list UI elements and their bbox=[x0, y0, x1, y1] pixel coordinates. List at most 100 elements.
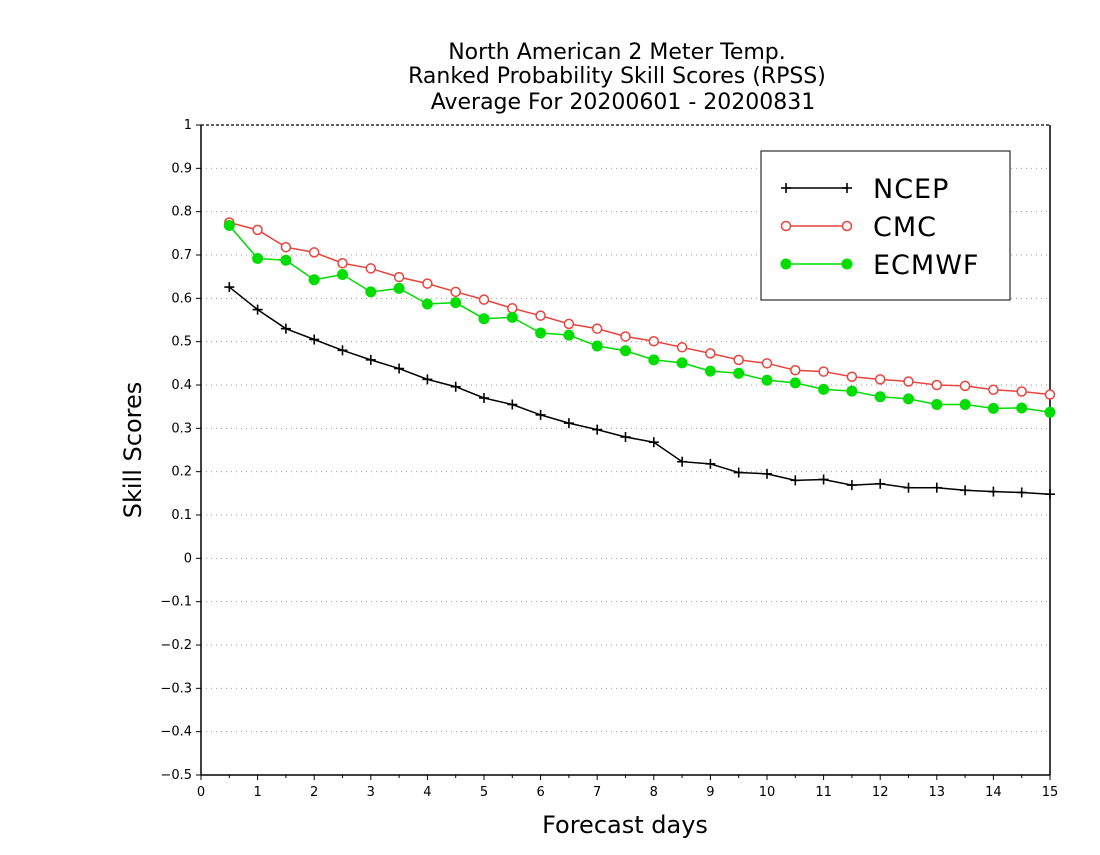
data-point-ncep bbox=[450, 381, 461, 392]
data-point-ecmwf bbox=[591, 340, 603, 352]
data-point-ncep bbox=[960, 485, 971, 496]
data-point-cmc bbox=[988, 384, 999, 396]
data-point-ecmwf bbox=[818, 383, 830, 395]
data-point-ecmwf bbox=[421, 298, 433, 310]
series-line-ncep bbox=[228, 286, 1051, 495]
data-point-ncep bbox=[507, 399, 518, 410]
y-tick-label: 0.8 bbox=[171, 205, 192, 220]
legend-marker bbox=[841, 258, 853, 270]
x-tick-label: 0 bbox=[197, 785, 205, 800]
data-point-cmc bbox=[1044, 389, 1056, 400]
title-line-2: Ranked Probability Skill Scores (RPSS) bbox=[408, 64, 826, 89]
x-tick-label: 11 bbox=[815, 785, 832, 800]
title-line-3: Average For 20200601 - 20200831 bbox=[431, 90, 816, 115]
legend: NCEP CMC ECMWF bbox=[760, 150, 1011, 301]
data-point-ecmwf bbox=[252, 252, 264, 264]
data-point-ecmwf bbox=[563, 329, 575, 341]
data-point-ecmwf bbox=[846, 385, 858, 397]
legend-entry-cmc: CMC bbox=[780, 212, 937, 243]
data-point-ncep bbox=[620, 432, 631, 442]
legend-marker bbox=[780, 258, 792, 270]
x-tick-label: 10 bbox=[759, 785, 776, 800]
data-point-ecmwf bbox=[648, 354, 660, 366]
legend-marker bbox=[842, 183, 852, 193]
y-tick-label: 0.6 bbox=[171, 291, 192, 306]
data-series bbox=[223, 217, 1056, 500]
data-point-ncep bbox=[846, 480, 857, 491]
legend-label: ECMWF bbox=[873, 250, 979, 281]
axes bbox=[196, 124, 1051, 780]
data-point-cmc bbox=[365, 263, 377, 274]
data-point-ncep bbox=[931, 482, 942, 493]
data-point-cmc bbox=[620, 331, 631, 342]
data-point-ecmwf bbox=[931, 399, 943, 410]
data-point-cmc bbox=[874, 374, 886, 385]
data-point-cmc bbox=[733, 354, 744, 366]
x-tick-label: 14 bbox=[985, 785, 1002, 800]
x-tick-label: 4 bbox=[423, 785, 431, 800]
legend-marker bbox=[780, 220, 792, 232]
legend-marker bbox=[841, 220, 853, 232]
data-point-cmc bbox=[676, 342, 688, 353]
data-point-ecmwf bbox=[506, 311, 518, 323]
data-point-cmc bbox=[761, 358, 773, 369]
data-point-ncep bbox=[903, 482, 914, 493]
data-point-cmc bbox=[308, 247, 320, 258]
data-point-ecmwf bbox=[280, 254, 292, 266]
data-point-ncep bbox=[705, 458, 716, 469]
y-tick-label: −0.4 bbox=[160, 725, 192, 740]
data-point-ecmwf bbox=[535, 327, 547, 339]
data-point-ncep bbox=[1045, 489, 1055, 500]
data-point-ncep bbox=[790, 475, 801, 486]
data-point-ecmwf bbox=[733, 367, 745, 379]
legend-entry-ncep: NCEP bbox=[781, 174, 949, 205]
tick-labels: −0.5 −0.4 −0.3 −0.2 −0.1 0 0.1 0.2 0.3 0.4 0.5 0.6 0… bbox=[160, 118, 1058, 800]
y-tick-label: 0 bbox=[184, 551, 192, 566]
data-point-ecmwf bbox=[874, 391, 886, 403]
data-point-cmc bbox=[705, 348, 716, 359]
y-tick-label: 0.3 bbox=[171, 421, 192, 436]
legend-label: CMC bbox=[873, 212, 937, 243]
series-ncep bbox=[224, 282, 1055, 500]
data-point-cmc bbox=[563, 318, 575, 330]
x-tick-label: 9 bbox=[706, 785, 714, 800]
data-point-ncep bbox=[648, 437, 659, 448]
x-tick-label: 15 bbox=[1042, 785, 1059, 800]
data-point-ncep bbox=[224, 282, 235, 293]
series-ecmwf bbox=[223, 220, 1056, 418]
data-point-ecmwf bbox=[620, 345, 631, 357]
y-axis-label: Skill Scores bbox=[119, 382, 147, 519]
legend-label: NCEP bbox=[873, 174, 949, 205]
data-point-ncep bbox=[677, 456, 688, 467]
data-point-cmc bbox=[450, 286, 461, 298]
data-point-cmc bbox=[280, 241, 292, 253]
data-point-ncep bbox=[422, 374, 433, 385]
legend-entry-ecmwf: ECMWF bbox=[780, 250, 979, 281]
data-point-ecmwf bbox=[676, 357, 688, 369]
data-point-cmc bbox=[252, 224, 263, 236]
x-tick-label: 1 bbox=[253, 785, 261, 800]
data-point-ecmwf bbox=[959, 399, 971, 410]
data-point-ecmwf bbox=[987, 402, 999, 414]
data-point-cmc bbox=[903, 376, 914, 387]
legend-marker bbox=[781, 183, 791, 193]
x-tick-label: 2 bbox=[310, 785, 318, 800]
y-tick-label: 0.1 bbox=[171, 508, 192, 523]
data-point-ncep bbox=[1016, 487, 1027, 498]
data-point-ncep bbox=[365, 354, 376, 365]
data-point-cmc bbox=[507, 303, 518, 314]
x-tick-label: 6 bbox=[536, 785, 544, 800]
x-axis-label: Forecast days bbox=[542, 811, 708, 839]
data-point-ncep bbox=[309, 334, 320, 345]
data-point-ncep bbox=[535, 409, 546, 420]
data-point-cmc bbox=[1016, 386, 1027, 397]
y-tick-label: 0.7 bbox=[171, 248, 192, 263]
y-tick-label: 0.5 bbox=[171, 335, 192, 350]
data-point-ncep bbox=[280, 323, 291, 334]
y-tick-label: −0.5 bbox=[160, 768, 192, 783]
x-tick-label: 7 bbox=[593, 785, 601, 800]
data-point-cmc bbox=[422, 278, 433, 289]
x-tick-label: 13 bbox=[929, 785, 946, 800]
